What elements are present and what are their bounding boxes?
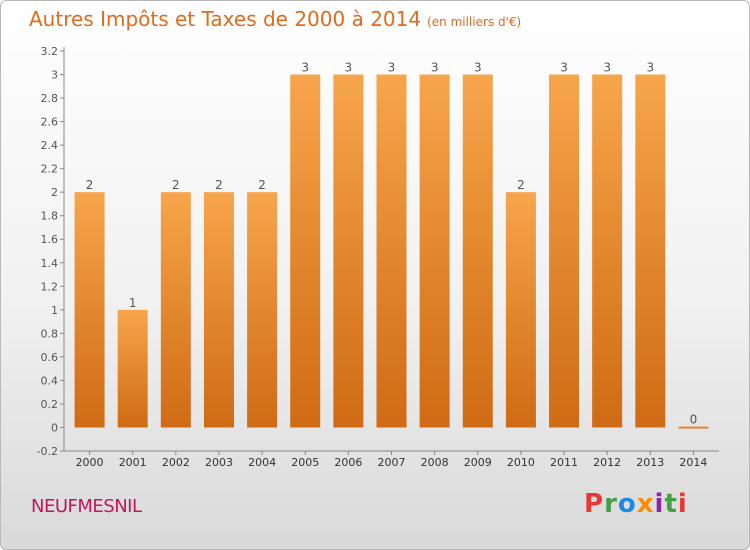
- y-tick-label: 2.4: [41, 139, 59, 152]
- bar-2007: [376, 74, 407, 428]
- bar-2004: [247, 192, 278, 428]
- y-tick-label: 0.6: [41, 351, 59, 364]
- logo-letter: P: [584, 489, 605, 519]
- y-tick-label: -0.2: [37, 445, 58, 458]
- bar-2005: [290, 74, 321, 428]
- y-tick-label: 2.2: [41, 163, 59, 176]
- bar-2010: [505, 192, 536, 428]
- x-tick-label: 2010: [507, 456, 535, 469]
- x-tick-label: 2002: [162, 456, 190, 469]
- y-tick-label: 1.8: [41, 210, 59, 223]
- y-tick-label: 3.2: [41, 45, 59, 58]
- chart-unit-label: (en milliers d'€): [427, 15, 522, 29]
- y-tick-label: 0.2: [41, 398, 59, 411]
- x-tick-label: 2000: [76, 456, 104, 469]
- data-label-2009: 3: [474, 61, 482, 75]
- bar-2014: [678, 426, 709, 429]
- x-tick-label: 2001: [119, 456, 147, 469]
- bar-2003: [203, 192, 234, 428]
- data-label-2011: 3: [560, 61, 568, 75]
- data-label-2004: 2: [258, 178, 266, 192]
- bar-2008: [419, 74, 450, 428]
- bar-2006: [333, 74, 364, 428]
- logo-letter: t: [664, 489, 678, 519]
- proxiti-logo[interactable]: Proxiti: [584, 489, 688, 519]
- y-tick-label: 0: [51, 421, 58, 434]
- logo-letter: o: [617, 489, 637, 519]
- x-tick-label: 2011: [550, 456, 578, 469]
- commune-name: NEUFMESNIL: [31, 496, 142, 517]
- bar-2001: [117, 309, 148, 428]
- y-tick-label: 1: [51, 304, 58, 317]
- y-tick-label: 2: [51, 186, 58, 199]
- bar-2011: [549, 74, 580, 428]
- logo-letter: r: [604, 489, 618, 519]
- bar-2012: [592, 74, 623, 428]
- y-tick-label: 2.8: [41, 92, 59, 105]
- x-tick-label: 2009: [464, 456, 492, 469]
- data-label-2014: 0: [690, 412, 698, 426]
- data-label-2000: 2: [86, 178, 94, 192]
- data-label-2006: 3: [345, 61, 353, 75]
- data-label-2001: 1: [129, 296, 137, 310]
- bars: [74, 74, 709, 429]
- x-tick-label: 2005: [291, 456, 319, 469]
- y-tick-label: 1.2: [41, 280, 59, 293]
- x-tick-label: 2003: [205, 456, 233, 469]
- x-tick-label: 2006: [334, 456, 362, 469]
- logo-letter: i: [677, 489, 688, 519]
- data-label-2010: 2: [517, 178, 525, 192]
- data-label-2012: 3: [603, 61, 611, 75]
- data-label-2013: 3: [646, 61, 654, 75]
- chart-title-text: Autres Impôts et Taxes de 2000 à 2014: [29, 7, 422, 31]
- x-tick-label: 2013: [636, 456, 664, 469]
- y-tick-label: 0.4: [41, 374, 59, 387]
- bar-2013: [635, 74, 666, 428]
- y-tick-label: 1.4: [41, 257, 59, 270]
- y-tick-label: 1.6: [41, 233, 59, 246]
- data-label-2002: 2: [172, 178, 180, 192]
- logo-letter: x: [636, 489, 655, 519]
- y-tick-label: 0.8: [41, 327, 59, 340]
- bar-2000: [74, 192, 105, 428]
- axes: -0.2 0 0.2 0.4 0.6 0.8 1 1.2 1.4 1.6 1.8 2 2.2 2.4 2.6…: [37, 45, 719, 469]
- logo-letter: i: [654, 489, 665, 519]
- x-tick-label: 2014: [679, 456, 707, 469]
- x-tick-label: 2007: [378, 456, 406, 469]
- x-tick-label: 2008: [421, 456, 449, 469]
- x-tick-label: 2004: [248, 456, 276, 469]
- bar-2002: [160, 192, 191, 428]
- data-label-2005: 3: [301, 61, 309, 75]
- bar-2009: [462, 74, 493, 428]
- chart-title: Autres Impôts et Taxes de 2000 à 2014 (en…: [29, 7, 521, 31]
- data-labels: 2 1 2 2 2 3 3 3 3 3 2 3 3 3 0: [86, 61, 698, 427]
- data-label-2008: 3: [431, 61, 439, 75]
- x-tick-label: 2012: [593, 456, 621, 469]
- y-tick-label: 2.6: [41, 116, 59, 129]
- y-tick-label: 3: [51, 69, 58, 82]
- data-label-2003: 2: [215, 178, 223, 192]
- data-label-2007: 3: [388, 61, 396, 75]
